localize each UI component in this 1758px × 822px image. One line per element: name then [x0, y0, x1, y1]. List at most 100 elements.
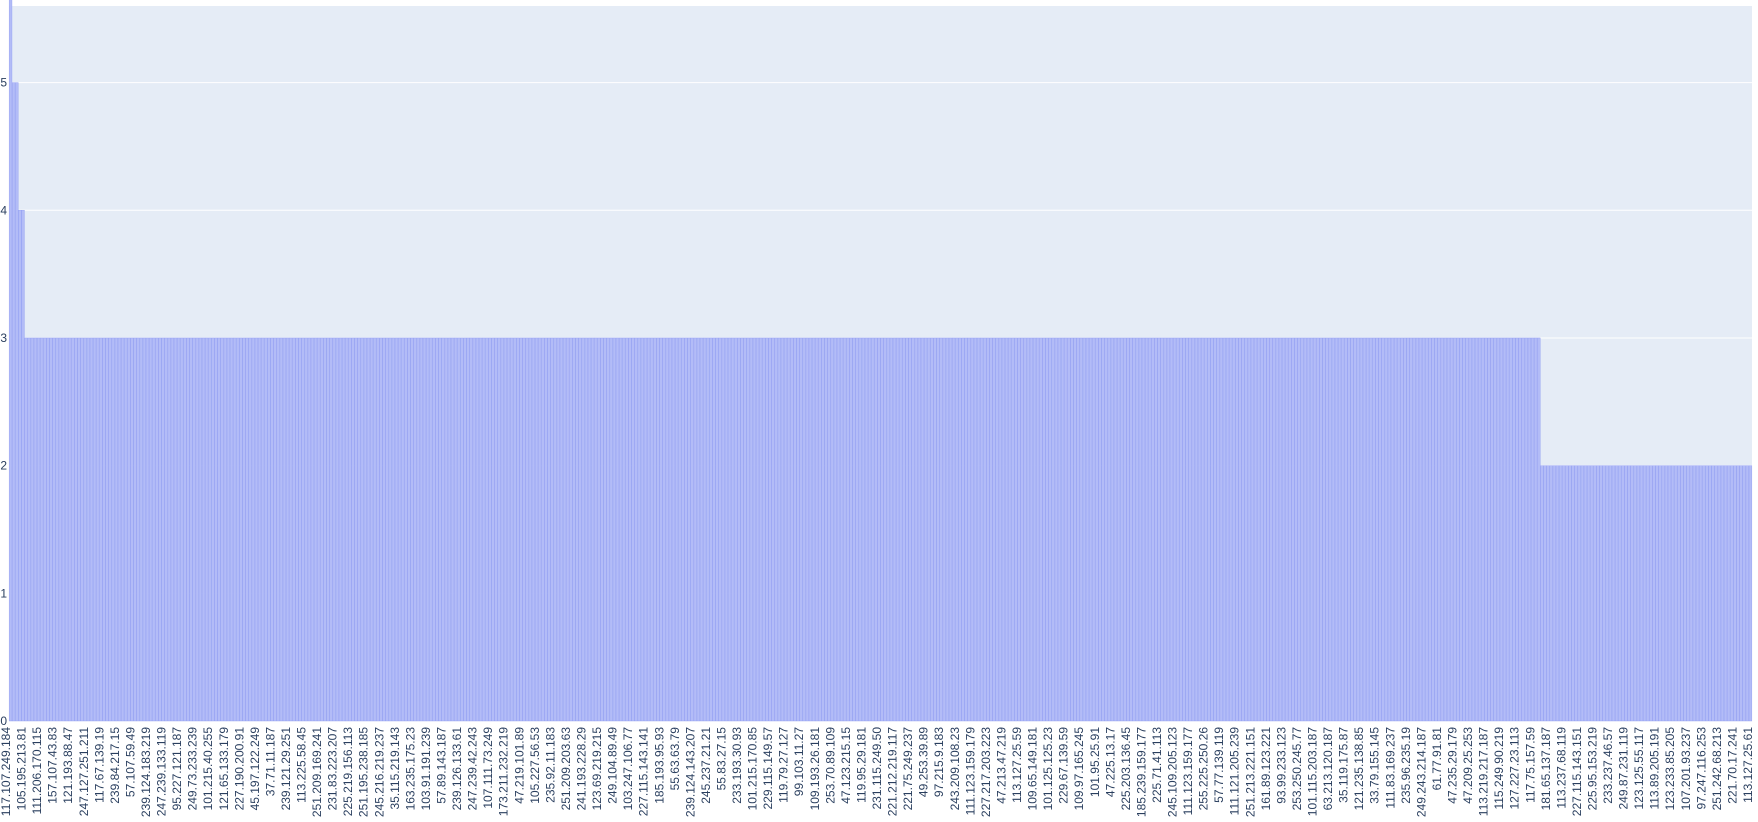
bar — [1680, 465, 1684, 722]
bar — [58, 337, 62, 722]
bar — [1011, 337, 1015, 722]
bar — [1098, 337, 1102, 722]
bar — [1278, 337, 1283, 722]
bar — [1151, 337, 1155, 722]
bar — [1163, 337, 1167, 722]
bar — [1422, 337, 1426, 722]
bar — [1088, 337, 1093, 722]
bar — [1677, 465, 1681, 722]
bar — [1126, 337, 1130, 722]
bar — [824, 337, 828, 722]
bar — [236, 337, 240, 722]
x-tick-label: 119.95.29.181 — [854, 727, 868, 803]
bar — [33, 337, 38, 722]
bar — [1135, 337, 1139, 722]
bar — [783, 337, 788, 722]
x-tick-label: 33.79.155.145 — [1368, 727, 1382, 804]
bar — [556, 337, 560, 722]
x-tick-label: 97.215.9.183 — [932, 727, 946, 797]
bar — [404, 337, 408, 722]
bar — [790, 337, 794, 722]
bar — [780, 337, 785, 722]
bar — [376, 337, 380, 722]
x-tick-label: 111.206.170.115 — [30, 727, 44, 815]
bar — [597, 337, 601, 722]
bar — [1101, 337, 1105, 722]
bar — [1341, 337, 1345, 722]
x-tick-label: 127.227.23.113 — [1508, 727, 1522, 810]
bar — [777, 337, 781, 722]
bar — [198, 337, 203, 722]
bar — [550, 337, 554, 722]
bar — [1322, 337, 1326, 722]
bar — [603, 337, 607, 722]
x-tick-label: 57.107.59.49 — [123, 727, 137, 797]
bar — [435, 337, 439, 722]
bar — [1736, 465, 1740, 722]
bar — [1079, 337, 1083, 722]
bar — [71, 337, 75, 722]
bar — [883, 337, 887, 722]
x-tick-label: 221.212.219.117 — [886, 727, 900, 817]
bar — [127, 337, 131, 722]
bar — [1583, 465, 1588, 722]
bar — [1104, 337, 1108, 722]
bar — [391, 337, 395, 722]
bar — [625, 337, 629, 722]
bar — [1244, 337, 1248, 722]
bar — [1194, 337, 1199, 722]
bar — [1481, 337, 1485, 722]
bar — [1502, 337, 1507, 722]
bar — [1241, 337, 1245, 722]
bar — [1042, 337, 1046, 722]
bar — [908, 337, 912, 722]
bar — [1017, 337, 1021, 722]
bar — [192, 337, 196, 722]
bar — [292, 337, 296, 722]
bar — [15, 82, 19, 722]
x-tick-label: 251.242.68.213 — [1710, 727, 1724, 811]
bar — [1521, 337, 1525, 722]
bar — [261, 337, 265, 722]
bar — [1692, 465, 1697, 722]
bar — [1347, 337, 1351, 722]
bar — [1275, 337, 1279, 722]
bar — [500, 337, 504, 722]
bar — [1169, 337, 1174, 722]
x-tick-label: 229.67.139.59 — [1057, 727, 1071, 804]
bar — [1313, 337, 1317, 722]
bar — [366, 337, 371, 722]
x-tick-label: 47.225.13.17 — [1103, 727, 1117, 797]
bar — [600, 337, 604, 722]
bar — [1266, 337, 1270, 722]
bar — [631, 337, 635, 722]
x-tick-label: 95.227.121.187 — [170, 727, 184, 811]
bar — [510, 337, 514, 722]
bar — [1720, 465, 1725, 722]
bar — [1294, 337, 1298, 722]
x-tick-label: 225.219.156.113 — [341, 727, 355, 817]
bar — [665, 337, 669, 722]
bar — [1291, 337, 1295, 722]
bar — [889, 337, 893, 722]
bar — [313, 337, 318, 722]
bar — [46, 337, 50, 722]
bar — [1599, 465, 1603, 722]
bar — [1048, 337, 1052, 722]
bar — [684, 337, 688, 722]
bar — [83, 337, 87, 722]
bar — [354, 337, 358, 722]
bar — [186, 337, 190, 722]
bar — [628, 337, 632, 722]
bar — [130, 337, 134, 722]
bar — [441, 337, 445, 722]
bar — [1076, 337, 1080, 722]
bar — [478, 337, 483, 722]
bar — [1540, 465, 1544, 722]
bar — [264, 337, 268, 722]
x-tick-label: 35.115.219.143 — [388, 727, 402, 810]
x-tick-label: 173.211.232.219 — [497, 727, 511, 817]
bar — [1154, 337, 1158, 722]
bar — [1001, 337, 1006, 722]
bar — [1207, 337, 1211, 722]
